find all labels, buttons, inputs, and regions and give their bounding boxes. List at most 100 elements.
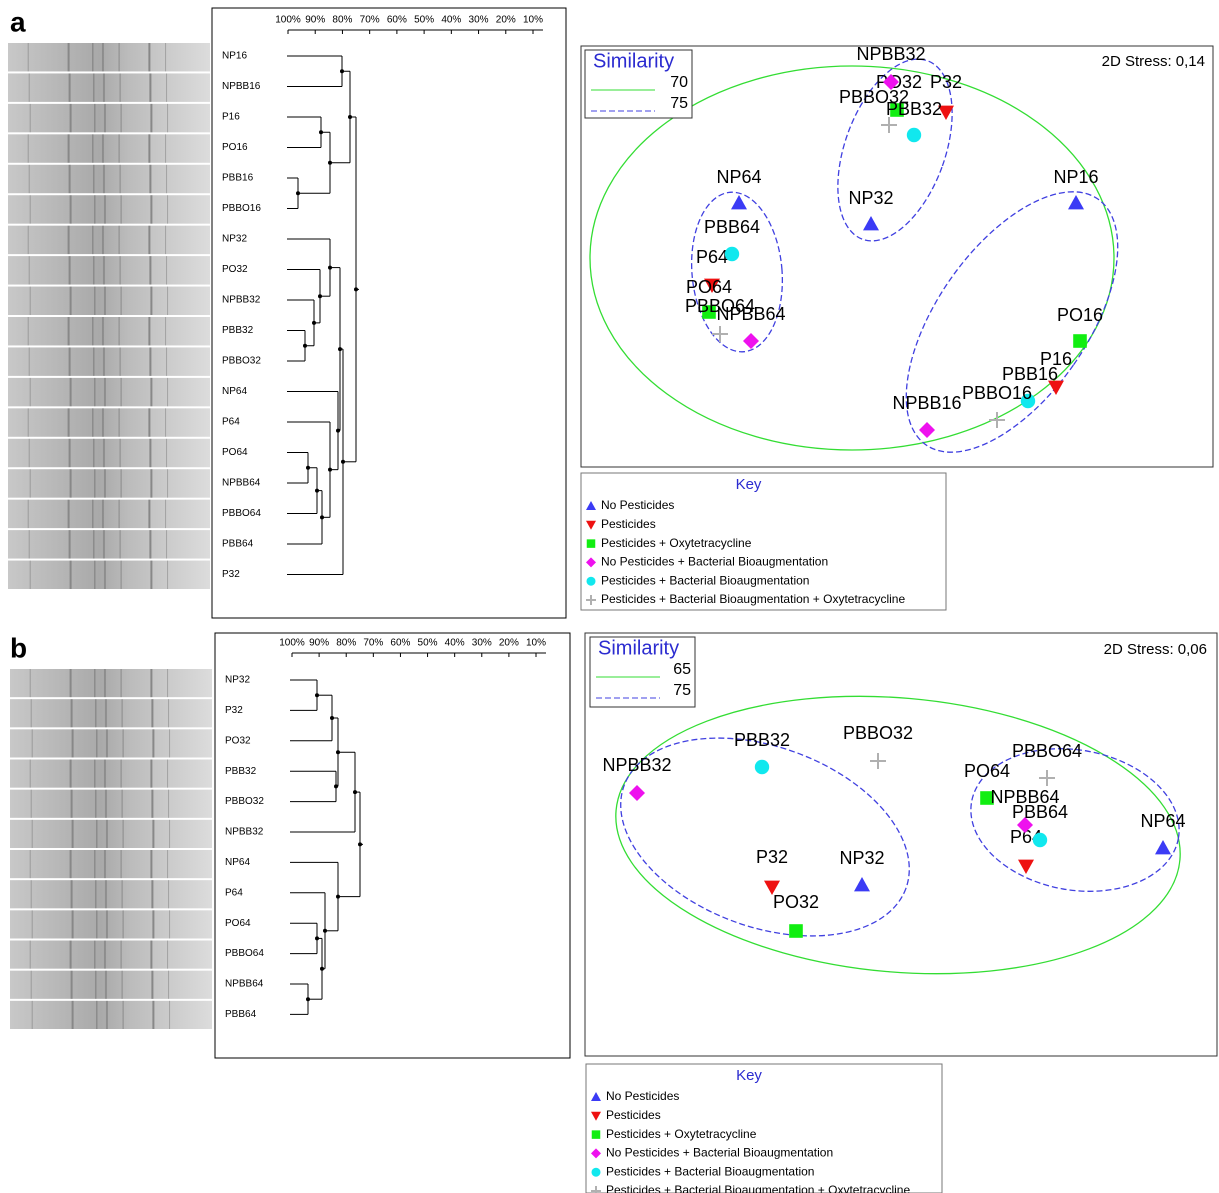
sample-label: PO64 <box>686 277 732 297</box>
key-marker <box>587 577 596 586</box>
scale-label: 20% <box>499 638 519 649</box>
sample-label: PBBO64 <box>1012 741 1082 761</box>
sample-label: PBB32 <box>734 730 790 750</box>
key-label: Pesticides <box>601 517 656 531</box>
leaf-label: PO64 <box>222 447 248 458</box>
sample-point <box>789 924 803 938</box>
sample-point <box>755 760 769 774</box>
leaf-label: NP16 <box>222 51 247 62</box>
gel-lane <box>10 669 212 697</box>
sample-label: NP64 <box>716 167 761 187</box>
gel-lane <box>10 910 212 938</box>
leaf-label: PBB32 <box>225 766 257 777</box>
sample-label: PBB16 <box>1002 364 1058 384</box>
sample-label: PO16 <box>1057 305 1103 325</box>
sample-label: NPBB16 <box>892 393 961 413</box>
panel-label: a <box>10 6 26 37</box>
leaf-label: P16 <box>222 112 240 123</box>
leaf-label: NP64 <box>225 857 250 868</box>
gel-lane <box>8 317 210 345</box>
leaf-label: NP32 <box>225 675 250 686</box>
leaf-label: PBB64 <box>222 539 254 550</box>
gel-lane <box>8 469 210 497</box>
similarity-level: 65 <box>673 661 691 678</box>
gel-lane <box>8 134 210 162</box>
leaf-label: PBB16 <box>222 173 254 184</box>
sample-point <box>725 247 739 261</box>
leaf-label: PO16 <box>222 142 248 153</box>
key-label: Pesticides + Bacterial Bioaugmentation <box>606 1164 814 1178</box>
gel-lane <box>10 699 212 727</box>
leaf-label: NP32 <box>222 234 247 245</box>
scale-label: 80% <box>336 638 356 649</box>
stress: 2D Stress: 0,06 <box>1104 641 1207 658</box>
similarity-title: Similarity <box>593 50 674 72</box>
scale-label: 10% <box>523 15 543 26</box>
leaf-label: NPBB64 <box>225 979 264 990</box>
scale-label: 50% <box>414 15 434 26</box>
leaf-label: PBBO32 <box>225 796 264 807</box>
scale-label: 30% <box>472 638 492 649</box>
key-title: Key <box>736 476 762 493</box>
gel-lane <box>10 760 212 788</box>
gel-lane <box>8 43 210 71</box>
sample-label: NP16 <box>1053 167 1098 187</box>
sample-label: NP32 <box>839 848 884 868</box>
scale-label: 90% <box>309 638 329 649</box>
leaf-label: P64 <box>222 417 240 428</box>
leaf-label: NPBB16 <box>222 81 261 92</box>
gel-lane <box>10 820 212 848</box>
leaf-label: PBBO64 <box>225 948 264 959</box>
scale-label: 40% <box>445 638 465 649</box>
gel-lane <box>8 256 210 284</box>
similarity-level: 70 <box>670 74 688 91</box>
gel-lane <box>10 880 212 908</box>
sample-point <box>1073 334 1087 348</box>
gel-lane <box>8 73 210 101</box>
scale-label: 10% <box>526 638 546 649</box>
stress: 2D Stress: 0,14 <box>1102 53 1205 70</box>
sample-label: PBBO32 <box>839 87 909 107</box>
sample-label: PO64 <box>964 761 1010 781</box>
gel-lane <box>10 941 212 969</box>
gel-lane <box>8 439 210 467</box>
leaf-label: PO32 <box>222 264 248 275</box>
similarity-level: 75 <box>673 682 691 699</box>
scale-label: 50% <box>418 638 438 649</box>
sample-label: PBBO32 <box>843 723 913 743</box>
sample-point <box>907 128 921 142</box>
gel-lane <box>10 729 212 757</box>
key-label: No Pesticides <box>601 498 674 512</box>
scale-label: 100% <box>279 638 305 649</box>
gel-lane <box>10 790 212 818</box>
dendrogram-frame <box>215 633 570 1058</box>
key-label: Pesticides + Bacterial Bioaugmentation <box>601 573 809 587</box>
leaf-label: PBBO64 <box>222 508 261 519</box>
scale-label: 70% <box>363 638 383 649</box>
leaf-label: P32 <box>222 569 240 580</box>
scale-label: 80% <box>332 15 352 26</box>
figure: a100%90%80%70%60%50%40%30%20%10%NP16NPBB… <box>0 0 1219 1193</box>
scale-label: 40% <box>441 15 461 26</box>
key-label: Pesticides + Bacterial Bioaugmentation +… <box>601 592 905 606</box>
sample-label: PBB64 <box>1012 802 1068 822</box>
sample-label: P32 <box>930 72 962 92</box>
key-label: Pesticides + Bacterial Bioaugmentation +… <box>606 1183 910 1193</box>
leaf-label: PBBO16 <box>222 203 261 214</box>
scale-label: 20% <box>496 15 516 26</box>
scale-label: 70% <box>360 15 380 26</box>
sample-label: NPBB32 <box>856 44 925 64</box>
gel-lane <box>8 347 210 375</box>
leaf-label: PO32 <box>225 735 251 746</box>
gel-lane <box>8 408 210 436</box>
leaf-label: P64 <box>225 887 243 898</box>
scale-label: 30% <box>469 15 489 26</box>
gel-lane <box>10 971 212 999</box>
panel-label: b <box>10 632 27 663</box>
sample-label: PBBO64 <box>685 296 755 316</box>
page: a100%90%80%70%60%50%40%30%20%10%NP16NPBB… <box>0 0 1219 1193</box>
key-marker <box>587 539 596 548</box>
scale-label: 90% <box>305 15 325 26</box>
leaf-label: NP64 <box>222 386 247 397</box>
leaf-label: NPBB64 <box>222 478 261 489</box>
